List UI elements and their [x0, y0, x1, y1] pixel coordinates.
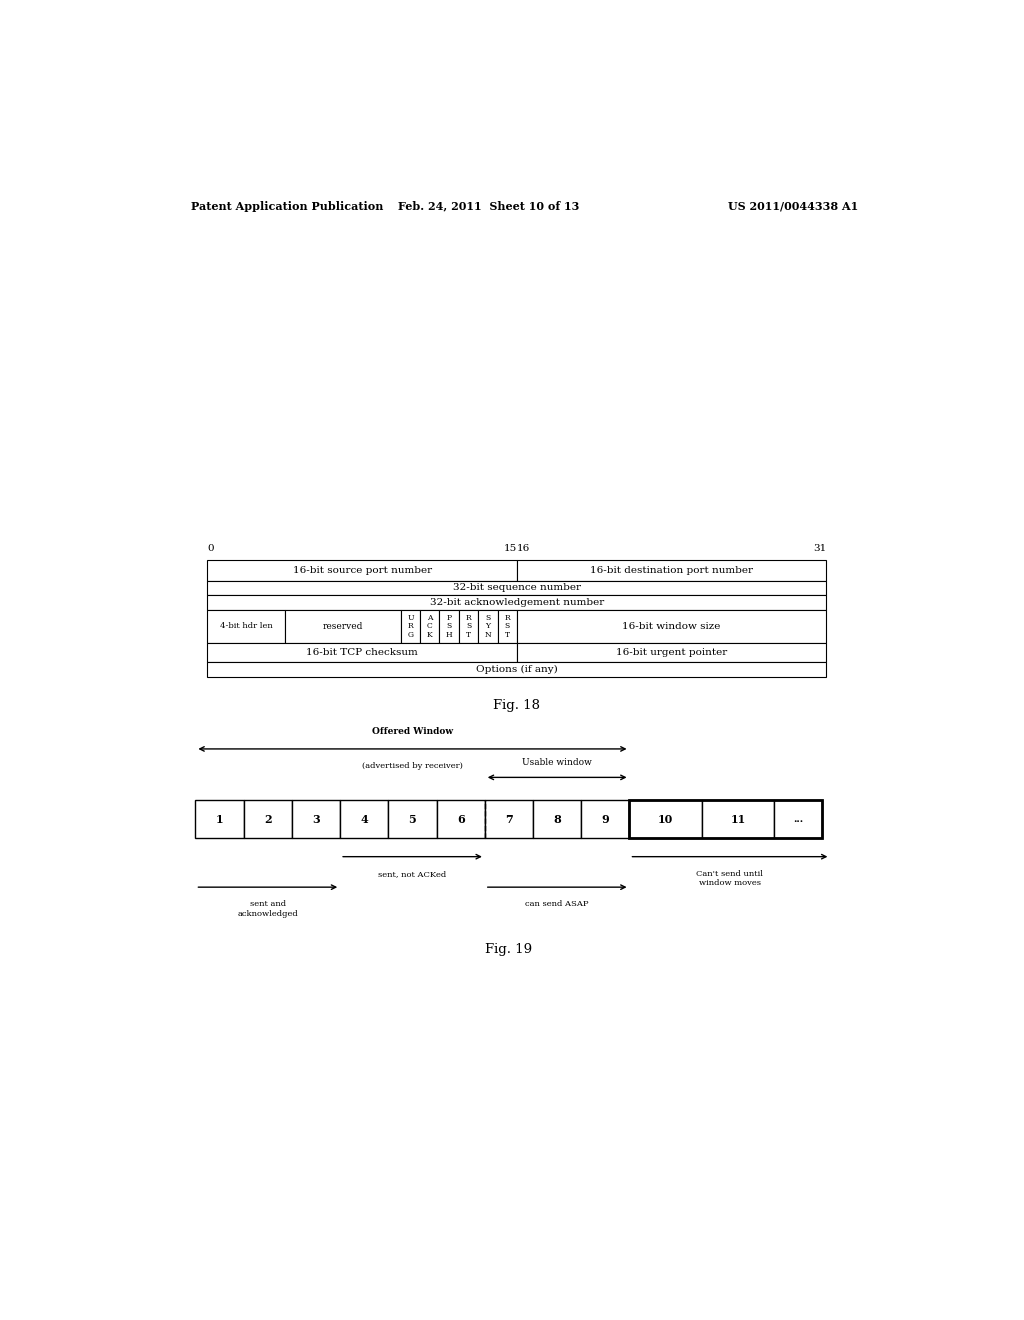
Bar — [388, 800, 436, 838]
Text: A
C
K: A C K — [427, 614, 433, 639]
Bar — [439, 610, 459, 643]
Text: reserved: reserved — [323, 622, 362, 631]
Bar — [478, 610, 498, 643]
Bar — [774, 800, 822, 838]
Bar — [498, 610, 517, 643]
Bar — [420, 610, 439, 643]
Bar — [207, 663, 826, 677]
Text: 8: 8 — [553, 813, 561, 825]
Bar — [244, 800, 292, 838]
Text: P
S
H: P S H — [445, 614, 453, 639]
Text: Options (if any): Options (if any) — [476, 665, 558, 675]
Bar — [630, 800, 701, 838]
Text: sent, not ACKed: sent, not ACKed — [378, 870, 446, 878]
Bar — [436, 800, 484, 838]
Bar — [582, 800, 630, 838]
Text: 32-bit sequence number: 32-bit sequence number — [453, 583, 581, 593]
Text: sent and
acknowledged: sent and acknowledged — [238, 900, 298, 917]
Text: 4-bit hdr len: 4-bit hdr len — [220, 622, 272, 630]
Text: 31: 31 — [813, 544, 826, 553]
Text: 16-bit urgent pointer: 16-bit urgent pointer — [616, 648, 727, 657]
Text: 11: 11 — [730, 813, 745, 825]
Bar — [517, 643, 826, 663]
Bar — [207, 595, 826, 610]
Text: 5: 5 — [409, 813, 417, 825]
Text: Usable window: Usable window — [522, 758, 592, 767]
Bar — [517, 610, 826, 643]
Text: 15: 15 — [504, 544, 517, 553]
Text: U
R
G: U R G — [408, 614, 414, 639]
Bar — [285, 610, 400, 643]
Text: R
S
T: R S T — [466, 614, 471, 639]
Bar — [400, 610, 420, 643]
Text: Fig. 18: Fig. 18 — [494, 700, 541, 711]
Bar — [207, 581, 826, 595]
Text: 6: 6 — [457, 813, 465, 825]
Text: US 2011/0044338 A1: US 2011/0044338 A1 — [728, 201, 858, 211]
Bar — [701, 800, 774, 838]
Text: 9: 9 — [601, 813, 609, 825]
Text: Offered Window: Offered Window — [372, 727, 453, 735]
Bar — [340, 800, 388, 838]
Text: 16-bit TCP checksum: 16-bit TCP checksum — [306, 648, 418, 657]
Text: Feb. 24, 2011  Sheet 10 of 13: Feb. 24, 2011 Sheet 10 of 13 — [398, 201, 580, 211]
Text: 7: 7 — [505, 813, 513, 825]
Text: Fig. 19: Fig. 19 — [485, 942, 532, 956]
Bar — [630, 800, 822, 838]
Text: 10: 10 — [658, 813, 674, 825]
Text: R
S
T: R S T — [504, 614, 510, 639]
Text: 3: 3 — [312, 813, 319, 825]
Text: Patent Application Publication: Patent Application Publication — [191, 201, 384, 211]
Bar — [207, 560, 517, 581]
Bar — [207, 643, 517, 663]
Text: (advertised by receiver): (advertised by receiver) — [362, 762, 463, 770]
Text: 4: 4 — [360, 813, 368, 825]
Text: 16: 16 — [516, 544, 529, 553]
Bar — [534, 800, 582, 838]
Bar — [292, 800, 340, 838]
Text: can send ASAP: can send ASAP — [525, 900, 589, 908]
Bar — [196, 800, 244, 838]
Text: ...: ... — [794, 814, 804, 824]
Text: S
Y
N: S Y N — [484, 614, 492, 639]
Text: 16-bit window size: 16-bit window size — [623, 622, 721, 631]
Bar — [517, 560, 826, 581]
Text: 32-bit acknowledgement number: 32-bit acknowledgement number — [430, 598, 604, 607]
Text: 0: 0 — [207, 544, 214, 553]
Text: 2: 2 — [264, 813, 271, 825]
Bar — [207, 610, 285, 643]
Text: 16-bit source port number: 16-bit source port number — [293, 566, 432, 574]
Bar — [484, 800, 534, 838]
Text: 16-bit destination port number: 16-bit destination port number — [590, 566, 753, 574]
Bar — [459, 610, 478, 643]
Text: Can't send until
window moves: Can't send until window moves — [696, 870, 764, 887]
Text: 1: 1 — [216, 813, 223, 825]
